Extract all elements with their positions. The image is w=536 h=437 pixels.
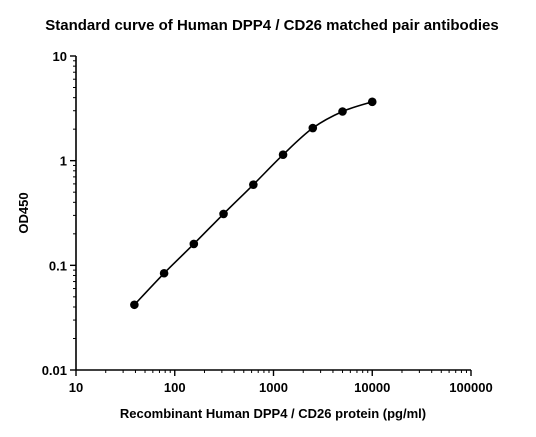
y-tick-label: 0.01 [42, 363, 67, 378]
x-tick-label: 100 [164, 380, 186, 395]
data-point [308, 123, 318, 133]
x-tick-label: 10 [69, 380, 83, 395]
data-point [278, 150, 288, 160]
data-point [159, 268, 169, 278]
y-axis-label: OD450 [16, 192, 31, 233]
data-point [219, 209, 228, 219]
fit-curve [133, 101, 373, 306]
data-point [189, 239, 199, 249]
y-tick-label: 10 [53, 49, 67, 64]
y-tick-label: 1 [60, 154, 67, 169]
x-tick-label: 1000 [259, 380, 288, 395]
x-ticks: 10 100 1000 10000 100000 [69, 370, 493, 395]
data-point [130, 300, 139, 310]
axes [75, 56, 471, 371]
x-tick-label: 100000 [449, 380, 492, 395]
y-ticks: 0.01 0.1 1 10 [42, 49, 76, 378]
data-point [367, 97, 377, 107]
x-tick-label: 10000 [354, 380, 390, 395]
chart-title: Standard curve of Human DPP4 / CD26 matc… [45, 17, 498, 34]
data-point [249, 180, 258, 189]
data-point [338, 107, 347, 116]
y-tick-label: 0.1 [49, 258, 67, 273]
x-axis-label: Recombinant Human DPP4 / CD26 protein (p… [120, 406, 426, 421]
data-points [130, 97, 377, 310]
